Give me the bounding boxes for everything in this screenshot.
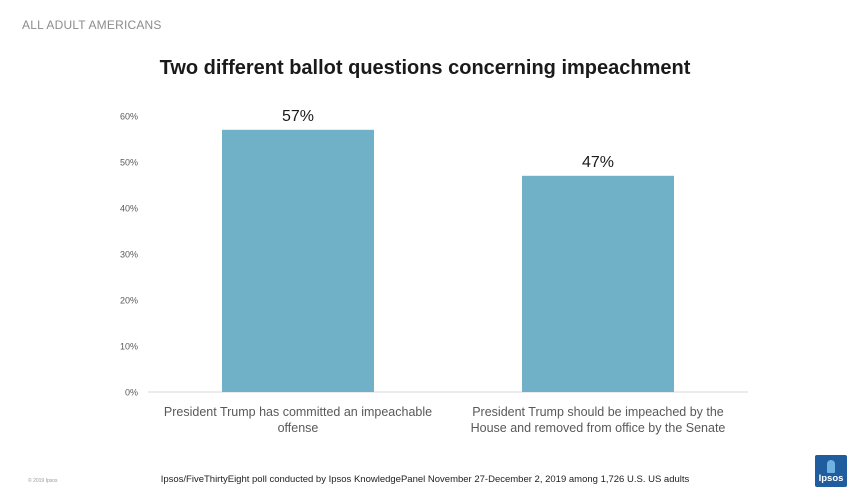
y-tick-label: 60%	[120, 112, 138, 122]
y-tick-label: 30%	[120, 250, 138, 260]
bar	[222, 129, 374, 393]
y-tick-label: 20%	[120, 296, 138, 306]
header-label: ALL ADULT AMERICANS	[22, 18, 162, 32]
source-footnote: Ipsos/FiveThirtyEight poll conducted by …	[160, 474, 690, 485]
bar	[522, 175, 674, 392]
y-tick-label: 40%	[120, 204, 138, 214]
data-label: 57%	[282, 108, 314, 125]
ipsos-logo-text: Ipsos	[818, 473, 844, 484]
category-label: House and removed from office by the Sen…	[471, 421, 726, 435]
category-label: offense	[278, 421, 319, 435]
ipsos-logo: Ipsos	[815, 455, 847, 487]
category-label: President Trump has committed an impeach…	[164, 405, 432, 419]
y-tick-label: 50%	[120, 158, 138, 168]
copyright-text: © 2019 Ipsos	[28, 478, 58, 484]
y-tick-label: 10%	[120, 342, 138, 352]
ipsos-logo-icon	[827, 460, 835, 473]
category-label: President Trump should be impeached by t…	[472, 405, 724, 419]
chart-title: Two different ballot questions concernin…	[159, 57, 691, 79]
data-label: 47%	[582, 154, 614, 171]
y-tick-label: 0%	[125, 388, 138, 398]
